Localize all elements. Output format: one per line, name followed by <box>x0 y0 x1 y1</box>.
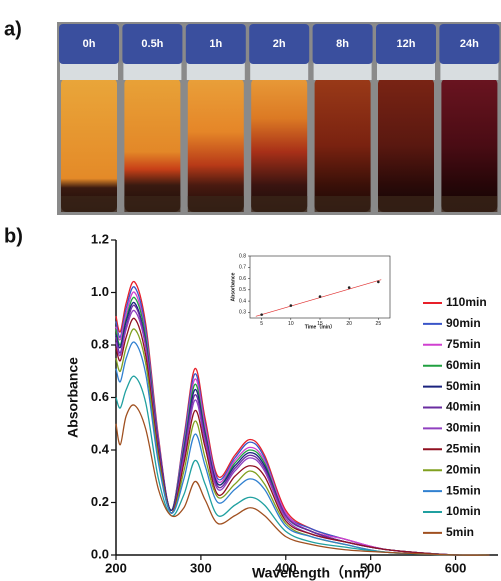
y-axis-title: Absorbance <box>230 272 236 301</box>
y-tick-label: 0.8 <box>91 336 109 351</box>
x-tick-label: 5 <box>260 321 263 327</box>
vial-label: 0h <box>83 38 96 50</box>
vial-sediment <box>314 196 371 212</box>
vials: 0h 0.5h 1h 2h 8h 12h 24h <box>59 24 500 212</box>
spectrum-line <box>115 304 490 557</box>
vial-label: 0.5h <box>141 38 163 50</box>
vial-label: 24h <box>460 38 479 50</box>
y-axis-title: Absorbance <box>65 357 81 438</box>
spectrum-line <box>115 341 490 556</box>
legend-label: 30min <box>446 421 481 435</box>
fit-line <box>255 279 382 317</box>
vial-sediment <box>378 196 434 212</box>
vial-cap <box>439 24 500 64</box>
x-axis-title: Time（min） <box>305 324 335 330</box>
spectrum-line <box>115 404 490 556</box>
spectrum-line <box>115 291 490 557</box>
y-tick-label: 0.4 <box>239 298 246 304</box>
legend-label: 90min <box>446 316 481 330</box>
vial-ring <box>186 62 245 80</box>
legend-label: 10min <box>446 504 481 518</box>
x-tick-label: 300 <box>190 561 212 576</box>
x-tick-label: 10 <box>288 321 294 327</box>
legend-label: 50min <box>446 379 481 393</box>
vial-ring <box>60 62 118 80</box>
x-tick-label: 500 <box>360 561 382 576</box>
vial-cap <box>249 24 310 64</box>
vial-ring <box>250 62 309 80</box>
panel-label: b) <box>4 225 23 247</box>
vial-cap <box>376 24 436 64</box>
vial-sediment <box>187 196 244 212</box>
data-point <box>377 280 380 284</box>
vial-sediment <box>124 196 181 212</box>
legend-label: 15min <box>446 483 481 497</box>
vial-cap <box>185 24 246 64</box>
vial-glass <box>314 78 371 212</box>
x-tick-label: 400 <box>275 561 297 576</box>
vial-glass <box>251 78 308 212</box>
legend-label: 5min <box>446 525 474 539</box>
vial-cap <box>122 24 183 64</box>
vial-label: 2h <box>273 38 286 50</box>
legend-label: 75min <box>446 337 481 351</box>
y-tick-label: 0.4 <box>91 441 110 456</box>
vial-ring <box>377 62 435 80</box>
vial-ring <box>123 62 182 80</box>
y-tick-label: 0.0 <box>91 546 109 561</box>
data-point <box>347 286 351 289</box>
y-tick-label: 0.7 <box>239 265 246 271</box>
data-point <box>260 313 263 316</box>
x-tick-label: 15 <box>317 321 323 327</box>
x-axis-title: Wavelength（nm） <box>252 565 379 581</box>
y-tick-label: 0.3 <box>239 310 246 316</box>
legend-label: 25min <box>446 441 481 455</box>
vial-label: 8h <box>336 38 349 50</box>
vial-cap <box>312 24 373 64</box>
vial-glass <box>124 78 181 212</box>
x-tick-label: 600 <box>445 561 467 576</box>
x-tick-label: 200 <box>105 561 127 576</box>
y-tick-label: 1.2 <box>91 231 109 246</box>
data-point <box>318 295 322 298</box>
spectrum-line <box>115 286 490 557</box>
legend-label: 40min <box>446 400 481 414</box>
spectrum-line <box>115 309 490 557</box>
legend-label: 20min <box>446 462 481 476</box>
vial-label: 12h <box>397 38 416 50</box>
spectrum-line <box>115 317 490 557</box>
spectrum-line <box>115 375 490 556</box>
vial-glass <box>441 78 498 212</box>
vial-cap <box>59 24 119 64</box>
vial-glass <box>61 78 117 212</box>
legend-label: 110min <box>446 295 487 309</box>
y-tick-label: 0.6 <box>239 276 246 282</box>
x-tick-label: 25 <box>376 321 382 327</box>
vial-glass <box>187 78 244 212</box>
vial-label: 1h <box>209 38 222 50</box>
x-tick-label: 20 <box>346 321 352 327</box>
vial-ring <box>440 62 499 80</box>
spectrum-line <box>115 328 490 556</box>
y-tick-label: 0.6 <box>91 389 109 404</box>
vial-ring <box>313 62 372 80</box>
spectrum-line <box>115 280 490 557</box>
inset-frame <box>249 255 391 319</box>
vial-glass <box>378 78 434 212</box>
panel-label: a) <box>4 18 22 40</box>
vial-sediment <box>61 196 117 212</box>
data-point <box>289 304 293 307</box>
y-tick-label: 0.8 <box>239 253 246 259</box>
vial-sediment <box>441 196 498 212</box>
y-tick-label: 0.2 <box>91 494 109 509</box>
vial-sediment <box>251 196 308 212</box>
legend-label: 60min <box>446 358 481 372</box>
y-tick-label: 1.0 <box>91 284 109 299</box>
y-tick-label: 0.5 <box>239 287 246 293</box>
